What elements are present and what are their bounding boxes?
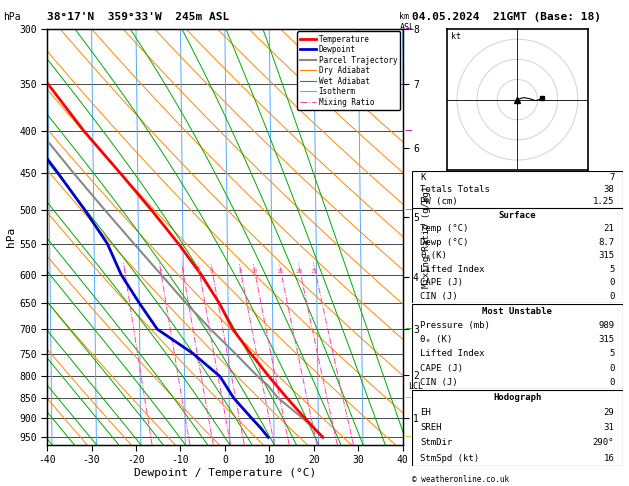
Text: 29: 29 bbox=[604, 408, 615, 417]
Text: 8.7: 8.7 bbox=[598, 238, 615, 247]
Text: 290°: 290° bbox=[593, 438, 615, 448]
X-axis label: Dewpoint / Temperature (°C): Dewpoint / Temperature (°C) bbox=[134, 468, 316, 478]
Text: Pressure (mb): Pressure (mb) bbox=[420, 321, 490, 330]
Text: Lifted Index: Lifted Index bbox=[420, 349, 485, 358]
Text: θₑ(K): θₑ(K) bbox=[420, 251, 447, 260]
Text: 21: 21 bbox=[604, 225, 615, 233]
Text: Lifted Index: Lifted Index bbox=[420, 265, 485, 274]
Text: 2: 2 bbox=[159, 269, 162, 274]
Text: ─: ─ bbox=[404, 433, 411, 442]
Text: 4: 4 bbox=[197, 269, 201, 274]
Text: kt: kt bbox=[451, 32, 461, 41]
Text: Surface: Surface bbox=[499, 211, 536, 220]
Text: Totals Totals: Totals Totals bbox=[420, 185, 490, 194]
Text: θₑ (K): θₑ (K) bbox=[420, 335, 453, 344]
Text: ─: ─ bbox=[404, 324, 411, 334]
Text: StmDir: StmDir bbox=[420, 438, 453, 448]
Text: K: K bbox=[420, 173, 426, 182]
Text: 38°17'N  359°33'W  245m ASL: 38°17'N 359°33'W 245m ASL bbox=[47, 12, 230, 22]
Text: CAPE (J): CAPE (J) bbox=[420, 278, 464, 287]
Text: LCL: LCL bbox=[408, 382, 423, 391]
Text: 20: 20 bbox=[296, 269, 303, 274]
Text: 38: 38 bbox=[604, 185, 615, 194]
Text: 15: 15 bbox=[277, 269, 284, 274]
Text: StmSpd (kt): StmSpd (kt) bbox=[420, 453, 479, 463]
Text: © weatheronline.co.uk: © weatheronline.co.uk bbox=[412, 474, 509, 484]
Y-axis label: Mixing Ratio (g/kg): Mixing Ratio (g/kg) bbox=[421, 186, 431, 288]
Y-axis label: hPa: hPa bbox=[6, 227, 16, 247]
Text: 25: 25 bbox=[311, 269, 318, 274]
Text: CIN (J): CIN (J) bbox=[420, 292, 458, 301]
Text: 3: 3 bbox=[181, 269, 184, 274]
Text: 1.25: 1.25 bbox=[593, 197, 615, 206]
Text: Most Unstable: Most Unstable bbox=[482, 307, 552, 316]
Text: 5: 5 bbox=[609, 349, 615, 358]
Text: 5: 5 bbox=[210, 269, 214, 274]
Text: 8: 8 bbox=[238, 269, 242, 274]
Text: ─: ─ bbox=[404, 205, 411, 215]
Text: 315: 315 bbox=[598, 335, 615, 344]
Text: 10: 10 bbox=[250, 269, 258, 274]
Text: EH: EH bbox=[420, 408, 431, 417]
Text: Dewp (°C): Dewp (°C) bbox=[420, 238, 469, 247]
Text: 0: 0 bbox=[609, 292, 615, 301]
Text: 315: 315 bbox=[598, 251, 615, 260]
Text: ─: ─ bbox=[404, 24, 411, 34]
Text: SREH: SREH bbox=[420, 423, 442, 433]
Text: ─: ─ bbox=[404, 126, 411, 136]
Text: 0: 0 bbox=[609, 364, 615, 373]
Text: PW (cm): PW (cm) bbox=[420, 197, 458, 206]
Text: 5: 5 bbox=[609, 265, 615, 274]
Text: ─: ─ bbox=[404, 393, 411, 403]
Text: CIN (J): CIN (J) bbox=[420, 378, 458, 387]
Text: 0: 0 bbox=[609, 378, 615, 387]
Text: 989: 989 bbox=[598, 321, 615, 330]
Text: 7: 7 bbox=[609, 173, 615, 182]
Text: 16: 16 bbox=[604, 453, 615, 463]
Text: Temp (°C): Temp (°C) bbox=[420, 225, 469, 233]
Text: 31: 31 bbox=[604, 423, 615, 433]
Text: 0: 0 bbox=[609, 278, 615, 287]
Text: 1: 1 bbox=[123, 269, 126, 274]
Text: km
ASL: km ASL bbox=[399, 12, 415, 32]
Text: Hodograph: Hodograph bbox=[493, 393, 542, 402]
Text: hPa: hPa bbox=[3, 12, 21, 22]
Text: 04.05.2024  21GMT (Base: 18): 04.05.2024 21GMT (Base: 18) bbox=[412, 12, 601, 22]
Text: CAPE (J): CAPE (J) bbox=[420, 364, 464, 373]
Legend: Temperature, Dewpoint, Parcel Trajectory, Dry Adiabat, Wet Adiabat, Isotherm, Mi: Temperature, Dewpoint, Parcel Trajectory… bbox=[297, 32, 400, 110]
